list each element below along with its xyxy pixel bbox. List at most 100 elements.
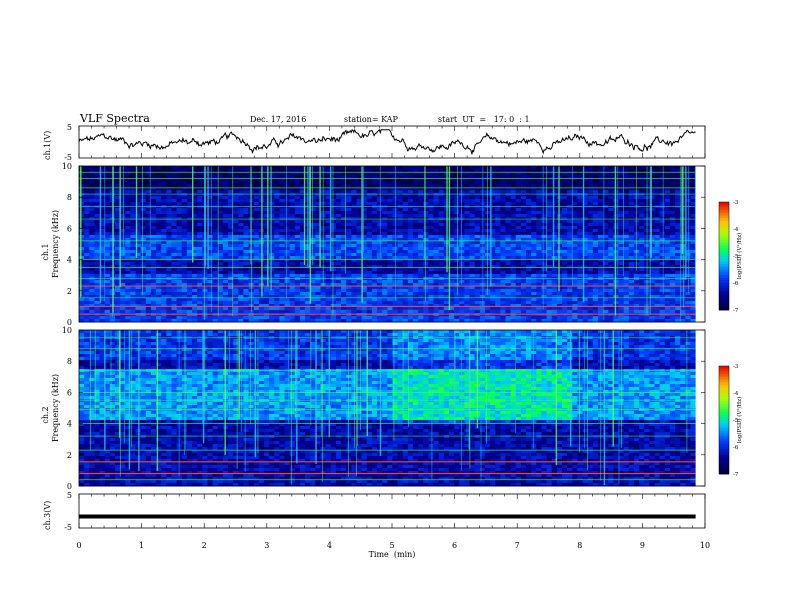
- spectrogram-cell: [243, 187, 249, 191]
- spectrogram-cell: [526, 229, 532, 233]
- spectrogram-cell: [156, 253, 162, 257]
- spectrogram-cell: [397, 175, 404, 179]
- spectrogram-cell: [238, 220, 244, 224]
- spectrogram-cell: [269, 283, 275, 287]
- spectrogram-cell: [212, 229, 219, 233]
- spectrogram-cell: [520, 226, 527, 230]
- spectrogram-cell: [680, 256, 686, 260]
- spectrogram-cell: [572, 271, 578, 275]
- spectrogram-cell: [413, 184, 419, 188]
- spectrogram-cell: [649, 277, 655, 281]
- spectrogram-cell: [587, 235, 594, 239]
- spectrogram-cell: [130, 196, 136, 200]
- spectrogram-cell: [469, 271, 476, 275]
- spectrogram-cell: [171, 271, 178, 275]
- spectrogram-cell: [94, 211, 100, 215]
- spectrogram-cell: [356, 220, 363, 224]
- spectrogram-cell: [608, 196, 614, 200]
- spectrogram-cell: [526, 202, 532, 206]
- spectrogram-cell: [448, 271, 455, 275]
- spectrogram-cell: [222, 172, 229, 176]
- spectrogram-cell: [448, 277, 455, 281]
- spectrogram-cell: [243, 259, 249, 263]
- spectrogram-cell: [222, 286, 229, 290]
- spectrogram-cell: [130, 280, 136, 284]
- spectrogram-cell: [156, 220, 162, 224]
- spectrogram-cell: [335, 214, 342, 218]
- spectrogram-cell: [366, 196, 373, 200]
- spectrogram-cell: [212, 265, 219, 269]
- spectrogram-cell: [433, 265, 440, 269]
- spectrogram-cell: [156, 265, 162, 269]
- spectrogram-cell: [274, 232, 280, 236]
- spectrogram-cell: [207, 271, 213, 275]
- spectrogram-cell: [371, 232, 378, 236]
- spectrogram-cell: [690, 193, 697, 197]
- spectrogram-cell: [166, 250, 172, 254]
- spectrogram-cell: [479, 181, 486, 185]
- spectrogram-cell: [89, 277, 95, 281]
- spectrogram-cell: [433, 202, 440, 206]
- spectrogram-cell: [104, 280, 111, 284]
- spectrogram-cell: [484, 211, 491, 215]
- spectrogram-cell: [474, 235, 481, 239]
- spectrogram-cell: [428, 169, 434, 173]
- spectrogram-cell: [217, 172, 224, 176]
- spectrogram-cell: [253, 244, 260, 248]
- spectrogram-cell: [114, 259, 121, 263]
- spectrogram-cell: [500, 172, 506, 176]
- spectrogram-cell: [228, 166, 234, 170]
- spectrogram-cell: [577, 232, 583, 236]
- spectrogram-cell: [402, 223, 409, 227]
- spectrogram-cell: [597, 199, 604, 203]
- spectrogram-cell: [654, 223, 661, 227]
- spectrogram-cell: [114, 166, 121, 170]
- spectrogram-cell: [654, 238, 661, 242]
- spectrogram-cell: [366, 226, 373, 230]
- spectrogram-cell: [592, 223, 599, 227]
- spectrogram-cell: [186, 220, 193, 224]
- spectrogram-cell: [330, 247, 337, 251]
- spectrogram-cell: [633, 187, 640, 191]
- spectrogram-cell: [659, 268, 666, 272]
- spectrogram-cell: [315, 229, 321, 233]
- spectrogram-cell: [680, 253, 686, 257]
- spectrogram-cell: [377, 181, 383, 185]
- spectrogram-cell: [526, 256, 532, 260]
- spectrogram-cell: [207, 268, 213, 272]
- spectrogram-cell: [243, 199, 249, 203]
- spectrogram-cell: [479, 265, 486, 269]
- spectrogram-cell: [181, 169, 188, 173]
- spectrogram-cell: [94, 232, 100, 236]
- spectrogram-cell: [335, 181, 342, 185]
- spectrogram-cell: [335, 286, 342, 290]
- spectrogram-cell: [423, 238, 429, 242]
- spectrogram-cell: [84, 256, 90, 260]
- spectrogram-cell: [222, 220, 229, 224]
- spectrogram-cell: [659, 199, 666, 203]
- spectrogram-cell: [531, 166, 537, 170]
- spectrogram-cell: [613, 280, 619, 284]
- spectrogram-cell: [387, 169, 393, 173]
- spectrogram-cell: [341, 280, 347, 284]
- spectrogram-cell: [448, 211, 455, 215]
- spectrogram-cell: [397, 250, 404, 254]
- spectrogram-cell: [500, 244, 506, 248]
- spectrogram-cell: [99, 172, 106, 176]
- spectrogram-cell: [654, 184, 661, 188]
- spectrogram-cell: [500, 256, 506, 260]
- spectrogram-cell: [217, 274, 224, 278]
- spectrogram-cell: [567, 208, 573, 212]
- spectrogram-cell: [505, 196, 512, 200]
- spectrogram-cell: [628, 175, 635, 179]
- spectrogram-cell: [181, 223, 188, 227]
- spectrogram-cell: [279, 256, 285, 260]
- spectrogram-cell: [479, 199, 486, 203]
- spectrogram-cell: [351, 262, 357, 266]
- spectrogram-cell: [551, 274, 558, 278]
- spectrogram-cell: [613, 172, 619, 176]
- spectrogram-cell: [454, 226, 460, 230]
- spectrogram-cell: [233, 253, 239, 257]
- spectrogram-cell: [207, 202, 213, 206]
- spectrogram-cell: [176, 244, 183, 248]
